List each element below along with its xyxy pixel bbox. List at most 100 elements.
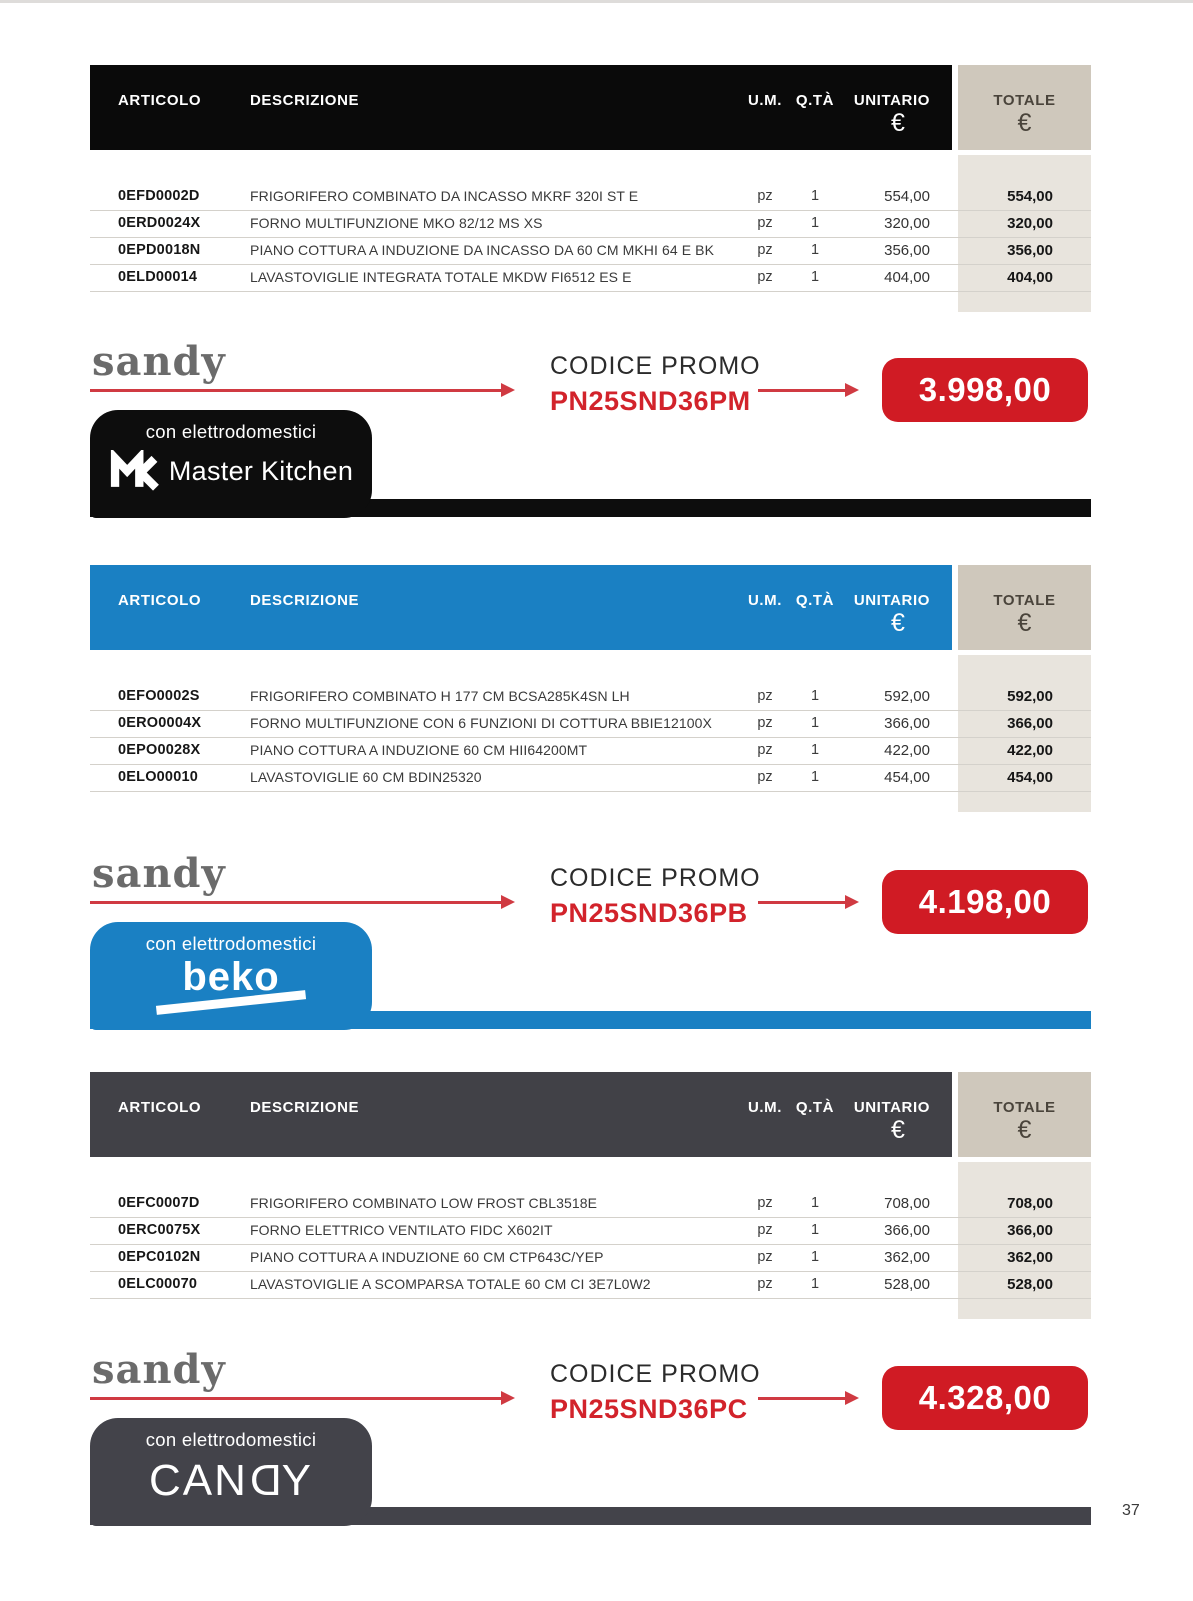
totale-column-strip [958,655,1091,812]
row-divider [90,1271,1091,1272]
brand-bubble-candy: con elettrodomestici CAN D Y [90,1418,372,1526]
top-divider [0,0,1193,3]
article-code: 0EFC0007D [118,1195,200,1211]
article-desc: PIANO COTTURA A INDUZIONE 60 CM HII64200… [250,742,588,758]
promo-code: PN25SND36PB [550,898,748,928]
article-qty: 1 [810,742,820,758]
article-desc: FRIGORIFERO COMBINATO DA INCASSO MKRF 32… [250,188,639,204]
promo-arrow-line [758,901,846,904]
sandy-logo: sandy [92,850,226,897]
article-total: 592,00 [1007,688,1053,705]
candy-wordmark-right: Y [281,1456,314,1505]
bubble-label: con elettrodomestici [145,421,317,442]
col-totale: TOTALE [993,1099,1056,1116]
article-desc: FORNO MULTIFUNZIONE CON 6 FUNZIONI DI CO… [250,715,712,731]
article-desc: FRIGORIFERO COMBINATO H 177 CM BCSA285K4… [250,688,630,704]
table-row: 0EFO0002S FRIGORIFERO COMBINATO H 177 CM… [90,683,1091,710]
article-code: 0EPO0028X [118,742,201,758]
promo-arrow-line [758,389,846,392]
article-code: 0ERC0075X [118,1222,201,1238]
article-um: pz [757,269,773,285]
col-descrizione: DESCRIZIONE [250,92,360,109]
bubble-label: con elettrodomestici [145,933,317,954]
article-unit-price: 708,00 [884,1195,930,1212]
candy-logo: CAN D Y [149,1456,314,1505]
article-desc: LAVASTOVIGLIE INTEGRATA TOTALE MKDW FI65… [250,269,632,285]
euro-icon: € [891,609,905,637]
totale-column-strip [958,1162,1091,1319]
article-code: 0ERD0024X [118,215,201,231]
sandy-logo: sandy [92,338,226,385]
article-unit-price: 422,00 [884,742,930,759]
table-row: 0ELC00070 LAVASTOVIGLIE A SCOMPARSA TOTA… [90,1271,1091,1298]
euro-icon: € [1017,1116,1032,1144]
row-divider [90,264,1091,265]
article-qty: 1 [810,188,820,204]
col-descrizione: DESCRIZIONE [250,592,360,609]
col-totale: TOTALE [993,92,1056,109]
article-desc: FORNO ELETTRICO VENTILATO FIDC X602IT [250,1222,553,1238]
row-divider [90,710,1091,711]
article-unit-price: 356,00 [884,242,930,259]
candy-reversed-d: D [247,1456,282,1505]
article-qty: 1 [810,242,820,258]
euro-icon: € [891,1116,905,1144]
article-code: 0ELD00014 [118,269,198,285]
arrow-right-icon [845,1391,859,1405]
article-unit-price: 366,00 [884,715,930,732]
article-total: 320,00 [1007,215,1053,232]
article-desc: PIANO COTTURA A INDUZIONE DA INCASSO DA … [250,242,715,258]
bubble-label: con elettrodomestici [145,1429,317,1450]
article-total: 554,00 [1007,188,1053,205]
brand-bubble-master-kitchen: con elettrodomestici Master Kitchen [90,410,372,518]
article-total: 366,00 [1007,1222,1053,1239]
table-row: 0EFD0002D FRIGORIFERO COMBINATO DA INCAS… [90,183,1091,210]
mk-monogram-icon [110,450,159,491]
table-row: 0ELD00014 LAVASTOVIGLIE INTEGRATA TOTALE… [90,264,1091,291]
article-qty: 1 [810,1195,820,1211]
row-divider [90,1244,1091,1245]
article-um: pz [757,769,773,785]
article-qty: 1 [810,1276,820,1292]
article-qty: 1 [810,215,820,231]
promo-arrow-line [90,901,502,904]
table-row: 0ERD0024X FORNO MULTIFUNZIONE MKO 82/12 … [90,210,1091,237]
col-articolo: ARTICOLO [118,1099,202,1116]
article-unit-price: 320,00 [884,215,930,232]
article-desc: FRIGORIFERO COMBINATO LOW FROST CBL3518E [250,1195,598,1211]
table-header-totale: TOTALE € [958,565,1091,650]
master-kitchen-wordmark: Master Kitchen [168,455,354,486]
table-row: 0ERO0004X FORNO MULTIFUNZIONE CON 6 FUNZ… [90,710,1091,737]
sandy-logo: sandy [92,1346,226,1393]
article-total: 422,00 [1007,742,1053,759]
euro-icon: € [1017,109,1032,137]
article-desc: FORNO MULTIFUNZIONE MKO 82/12 MS XS [250,215,543,231]
col-articolo: ARTICOLO [118,592,202,609]
arrow-right-icon [501,383,515,397]
beko-logo: beko [155,955,307,1015]
col-descrizione: DESCRIZIONE [250,1099,360,1116]
col-um: U.M. [747,1099,783,1116]
col-qta: Q.TÀ [795,1099,835,1116]
arrow-right-icon [845,383,859,397]
article-qty: 1 [810,269,820,285]
table-row: 0ELO00010 LAVASTOVIGLIE 60 CM BDIN25320 … [90,764,1091,791]
article-total: 366,00 [1007,715,1053,732]
article-qty: 1 [810,1249,820,1265]
article-unit-price: 362,00 [884,1249,930,1266]
article-unit-price: 454,00 [884,769,930,786]
article-um: pz [757,688,773,704]
article-total: 404,00 [1007,269,1053,286]
article-um: pz [757,742,773,758]
article-qty: 1 [810,715,820,731]
promo-total-badge: 3.998,00 [882,358,1088,422]
article-qty: 1 [810,769,820,785]
arrow-right-icon [501,895,515,909]
arrow-right-icon [501,1391,515,1405]
col-unitario: UNITARIO [853,1099,930,1116]
article-qty: 1 [810,1222,820,1238]
beko-wordmark: beko [182,955,280,999]
article-code: 0EFO0002S [118,688,200,704]
article-desc: LAVASTOVIGLIE 60 CM BDIN25320 [250,769,482,785]
col-um: U.M. [747,592,783,609]
